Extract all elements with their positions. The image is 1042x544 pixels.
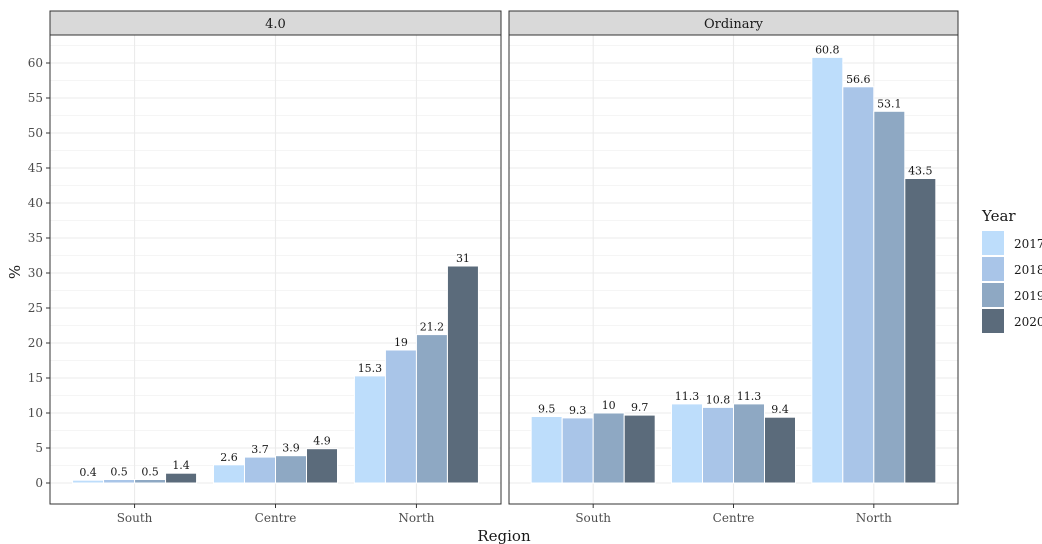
facet-title: Ordinary [704,17,764,32]
bar-label: 0.5 [110,466,128,479]
legend-label: 2017 [1014,237,1042,251]
panel-border [508,34,959,505]
facet-strip [508,10,959,36]
y-tick-label: 40 [28,196,43,210]
x-tick-label: South [575,511,611,525]
bar-label: 53.1 [877,97,902,110]
y-tick-label: 10 [28,406,43,420]
bar [134,479,167,484]
bar-label: 31 [456,252,470,265]
legend-label: 2019 [1014,289,1042,303]
legend-key [982,257,1004,281]
bar-label: 0.5 [141,466,159,479]
bar-label: 11.3 [737,390,762,403]
y-tick-label: 0 [35,476,43,490]
bar-label: 1.4 [172,459,190,472]
bar [873,110,906,484]
bar [592,412,625,484]
bar [213,464,245,484]
y-tick-label: 60 [28,56,43,70]
bar [165,472,198,484]
bar-label: 60.8 [815,43,840,56]
bar [103,479,136,484]
bar-label: 10.8 [706,393,731,406]
y-tick-label: 50 [28,126,43,140]
legend-key [982,283,1004,307]
y-axis-title: % [6,265,24,279]
legend-title: Year [981,207,1016,225]
bar [353,375,386,484]
y-tick-label: 15 [28,371,43,385]
legend-label: 2018 [1014,263,1042,277]
bar [415,334,448,484]
bar-label: 43.5 [908,165,933,178]
bar [72,479,105,484]
bar [623,414,656,484]
bar-label: 21.2 [420,321,445,334]
bar-label: 56.6 [846,73,871,86]
bar-label: 0.4 [79,466,97,479]
y-tick-label: 45 [28,161,43,175]
bar-label: 3.7 [251,443,269,456]
x-tick-label: North [398,511,434,525]
bar [306,448,338,484]
bar [811,56,844,484]
panels-layer: 4.0 0.4 0.5 0.5 1.4 South 2.6 3.7 3.9 4.9 Centre 15… [28,10,959,525]
bar [384,349,417,484]
bar-label: 9.3 [569,404,587,417]
x-tick-label: South [117,511,153,525]
bar [764,416,796,484]
panel-0: 4.0 0.4 0.5 0.5 1.4 South 2.6 3.7 3.9 4.9 Centre 15… [28,10,502,525]
bar-label: 11.3 [675,390,700,403]
bar [702,406,734,484]
panel-1: Ordinary 9.5 9.3 10 9.7 South 11.3 10.8 11.3 9.4 C… [508,10,959,525]
bar-label: 3.9 [282,442,300,455]
bar-label: 9.4 [771,403,789,416]
bar [904,178,937,484]
bar [446,265,479,484]
bar-label: 9.7 [631,401,649,414]
bar-label: 19 [394,336,408,349]
bar [530,416,563,484]
bar-label: 4.9 [313,435,331,448]
y-tick-label: 35 [28,231,43,245]
facet-strip [49,10,502,36]
x-tick-label: Centre [713,511,755,525]
legend: Year 2017 2018 2019 2020 [981,207,1042,333]
legend-label: 2020 [1014,315,1042,329]
bar-label: 10 [602,399,616,412]
panel-border [49,34,502,505]
y-tick-label: 25 [28,301,43,315]
y-tick-label: 5 [35,441,43,455]
facet-title: 4.0 [265,17,286,32]
bar-label: 15.3 [358,362,383,375]
legend-key [982,231,1004,255]
bar [561,417,594,484]
bar [244,456,276,484]
x-tick-label: Centre [255,511,297,525]
bar [671,403,703,484]
bar [733,403,765,484]
x-tick-label: North [856,511,892,525]
bar-label: 2.6 [220,451,238,464]
y-tick-label: 55 [28,91,43,105]
y-tick-label: 20 [28,336,43,350]
legend-key [982,309,1004,333]
bar [842,86,875,484]
bar-label: 9.5 [538,403,556,416]
y-tick-label: 30 [28,266,43,280]
bar [275,455,307,484]
x-axis-title: Region [477,527,531,544]
